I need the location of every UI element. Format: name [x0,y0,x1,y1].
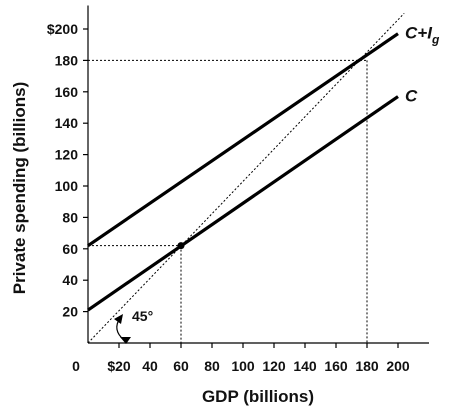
y-tick-label: 20 [62,304,78,320]
x-tick-label: 100 [231,358,255,374]
series-label-main: C [405,87,418,106]
y-tick-label: 60 [62,241,78,257]
x-axis-title: GDP (billions) [202,387,314,406]
series-label: C+Ig [405,24,440,47]
x-tick-label: 40 [142,358,158,374]
text-layer: 20 40 60 80 100 120 140 160 180 $200 0 $20 40 60 80 100… [47,21,440,374]
x-tick-label: 80 [204,358,220,374]
x-tick-label: 200 [386,358,410,374]
y-tick-label: 160 [55,84,79,100]
x-tick-label: 120 [262,358,286,374]
angle-arrowhead-upper [114,314,123,324]
reference-45-degree-line [87,12,405,344]
x-tick-label: 60 [173,358,189,374]
y-tick-label: 140 [55,115,79,131]
guide-lines-layer [88,59,368,343]
angle-arrowhead-lower [120,337,131,344]
y-tick-label: 120 [55,147,79,163]
series-line [87,95,399,312]
series-label-main: C+I [405,24,433,43]
x-tick-label: 160 [324,358,348,374]
series-line [87,32,399,247]
series-label-subscript: g [431,33,440,47]
y-tick-label: $200 [47,21,78,37]
series-label: C [405,87,418,106]
equilibrium-point-marker [177,242,185,250]
y-tick-label: 180 [55,52,79,68]
y-tick-label: 80 [62,209,78,225]
axes-layer [83,5,429,348]
x-tick-label: 140 [293,358,317,374]
reference-line-layer [87,12,405,344]
markers-layer [114,242,185,344]
x-tick-label: $20 [107,358,131,374]
y-tick-label: 40 [62,272,78,288]
y-axis-title: Private spending (billions) [10,82,29,295]
series-layer [87,32,399,312]
x-tick-label: 0 [72,358,80,374]
y-tick-label: 100 [55,178,79,194]
angle-label: 45° [132,308,153,324]
x-tick-label: 180 [355,358,379,374]
